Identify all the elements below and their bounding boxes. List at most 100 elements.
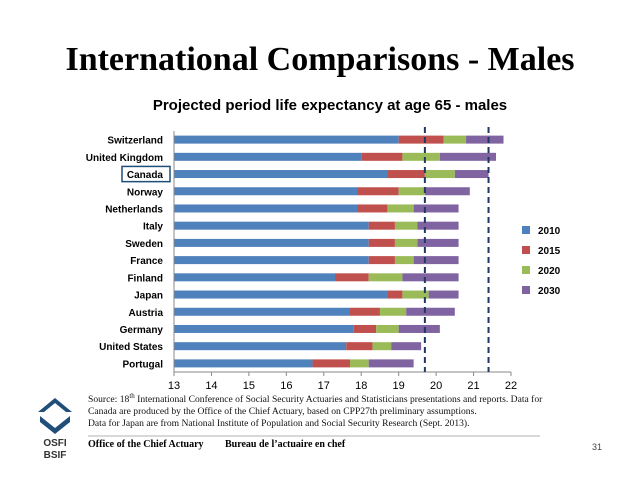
- bar-segment: [368, 273, 403, 282]
- bar-segment: [174, 238, 369, 247]
- bar-segment: [443, 135, 467, 144]
- source-sup: th: [129, 392, 135, 400]
- page-number: 31: [592, 442, 602, 452]
- footer-text: Bureau de l’actuaire en chef: [225, 439, 346, 450]
- bar-segment: [394, 221, 418, 230]
- x-tick-label: 17: [318, 380, 330, 392]
- legend-label: 2030: [538, 286, 561, 297]
- y-tick-label: Norway: [127, 187, 164, 198]
- y-tick-label: France: [130, 256, 163, 267]
- y-tick-label: Italy: [143, 222, 163, 233]
- bar-segment: [312, 359, 350, 368]
- bar-segment: [368, 238, 395, 247]
- x-tick-label: 16: [280, 380, 292, 392]
- x-tick-label: 19: [393, 380, 405, 392]
- bar-segment: [391, 342, 422, 351]
- bar-segment: [394, 256, 414, 265]
- y-tick-label: Portugal: [122, 359, 163, 370]
- bar-segment: [424, 187, 470, 196]
- bar-segment: [398, 187, 425, 196]
- logo: OSFI BSIF: [38, 398, 72, 461]
- bar-segment: [174, 204, 358, 213]
- y-tick-label: Netherlands: [105, 204, 163, 215]
- x-tick-label: 14: [205, 380, 217, 392]
- bar-segment: [346, 342, 373, 351]
- bar-segment: [174, 359, 313, 368]
- bar-segment: [387, 170, 425, 179]
- bar-segment: [357, 204, 388, 213]
- source-note: Source: 18th International Conference of…: [88, 390, 628, 430]
- y-tick-label: Switzerland: [107, 136, 163, 147]
- x-tick-label: 15: [243, 380, 255, 392]
- y-tick-label: Germany: [120, 325, 164, 336]
- bar-segment: [398, 324, 440, 333]
- bar-segment: [349, 307, 380, 316]
- y-tick-label: United States: [99, 342, 163, 353]
- y-tick-label: United Kingdom: [86, 153, 163, 164]
- bar-segment: [466, 135, 504, 144]
- bar-segment: [402, 273, 459, 282]
- bar-segment: [361, 152, 403, 161]
- bar-segment: [357, 187, 399, 196]
- bar-segment: [372, 342, 392, 351]
- source-text: Source: 18: [88, 394, 130, 406]
- bar-segment: [174, 290, 388, 299]
- y-tick-label: Austria: [129, 308, 164, 319]
- x-tick-label: 20: [430, 380, 442, 392]
- bar-segment: [379, 307, 407, 316]
- bar-segment: [413, 256, 459, 265]
- bar-segment: [349, 359, 369, 368]
- bar-segment: [428, 290, 459, 299]
- bar-segment: [174, 324, 354, 333]
- bar-segment: [174, 135, 399, 144]
- bar-segment: [417, 221, 459, 230]
- logo-text: BSIF: [44, 450, 67, 461]
- bar-segment: [387, 290, 403, 299]
- logo-text: OSFI: [43, 438, 67, 449]
- bar-segment: [174, 152, 362, 161]
- chart-title: Projected period life expectancy at age …: [153, 97, 507, 114]
- bar-segment: [398, 135, 444, 144]
- bar-segment: [368, 256, 395, 265]
- bar-segment: [424, 170, 455, 179]
- bar-segment: [413, 204, 459, 213]
- legend-swatch: [522, 286, 530, 294]
- legend-swatch: [522, 226, 530, 234]
- bar-segment: [439, 152, 497, 161]
- bar-segment: [174, 187, 358, 196]
- source-line: Canada are produced by the Office of the…: [88, 406, 477, 418]
- legend-swatch: [522, 266, 530, 274]
- bar-segment: [174, 170, 388, 179]
- bar-segment: [368, 359, 414, 368]
- x-tick-label: 22: [505, 380, 517, 392]
- legend-label: 2015: [538, 246, 561, 257]
- bar-segment: [402, 152, 440, 161]
- bar-segment: [387, 204, 414, 213]
- bar-segment: [402, 290, 429, 299]
- bar-segment: [174, 342, 347, 351]
- bar-segment: [417, 238, 459, 247]
- source-text: International Conference of Social Secur…: [134, 394, 543, 406]
- legend-label: 2020: [538, 266, 561, 277]
- bar-segment: [394, 238, 418, 247]
- bar-segment: [174, 221, 369, 230]
- x-tick-label: 21: [467, 380, 479, 392]
- footer-text: Office of the Chief Actuary: [88, 439, 204, 450]
- bar-segment: [335, 273, 369, 282]
- y-tick-label: Japan: [134, 291, 163, 302]
- y-tick-label: Sweden: [125, 239, 163, 250]
- y-tick-label: Canada: [127, 170, 164, 181]
- bar-segment: [368, 221, 395, 230]
- bar-segment: [406, 307, 455, 316]
- legend-swatch: [522, 246, 530, 254]
- highlight-box: [121, 165, 171, 183]
- x-tick-label: 13: [168, 380, 180, 392]
- bar-segment: [174, 273, 336, 282]
- bar-segment: [353, 324, 377, 333]
- source-line: Data for Japan are from National Institu…: [88, 418, 470, 430]
- bar-segment: [174, 307, 350, 316]
- bar-segment: [454, 170, 489, 179]
- y-tick-label: Finland: [127, 273, 163, 284]
